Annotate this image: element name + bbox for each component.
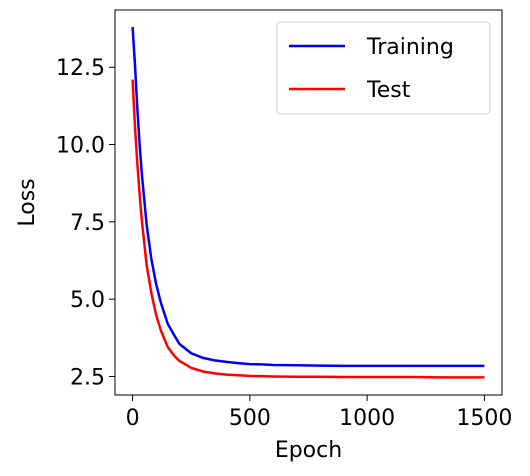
y-tick-label: 5.0 [70, 288, 105, 313]
series-line-test [131, 79, 485, 379]
x-tick-label: 1500 [456, 406, 512, 431]
y-axis-ticks: 2.5 5.0 7.5 10.0 12.5 [56, 56, 115, 390]
x-tick-label: 500 [229, 406, 271, 431]
series-layer [131, 26, 485, 379]
axes-frame [114, 9, 503, 396]
y-tick-label: 12.5 [56, 56, 105, 81]
y-tick-label: 7.5 [70, 211, 105, 236]
x-tick-label: 1000 [339, 406, 395, 431]
x-tick-label: 0 [126, 406, 140, 431]
x-axis-ticks: 0 500 1000 1500 [126, 395, 512, 431]
x-axis-label: Epoch [275, 438, 342, 463]
legend-label-training: Training [366, 35, 454, 60]
y-tick-label: 2.5 [70, 365, 105, 390]
y-axis-label: Loss [15, 178, 40, 226]
series-line-training [131, 26, 485, 368]
y-tick-label: 10.0 [56, 134, 105, 159]
legend-label-test: Test [366, 78, 411, 103]
legend: Training Test [276, 21, 491, 115]
